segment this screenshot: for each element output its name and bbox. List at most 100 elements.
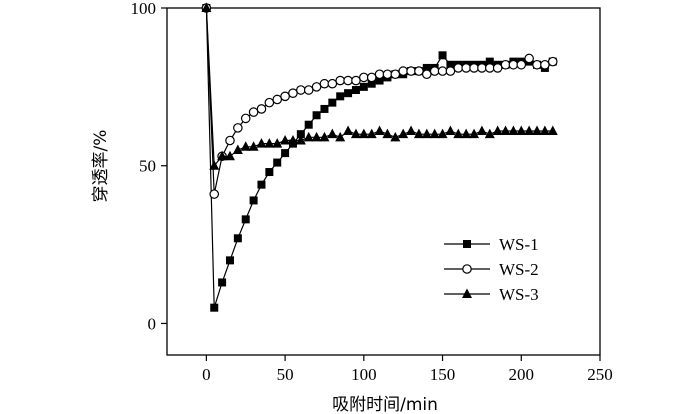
data-point bbox=[524, 125, 535, 136]
data-point bbox=[540, 59, 550, 70]
data-point bbox=[359, 82, 368, 91]
x-tick-label: 0 bbox=[202, 365, 211, 384]
series-ws-2 bbox=[201, 3, 558, 199]
data-point bbox=[500, 59, 511, 70]
data-point bbox=[351, 75, 361, 86]
legend: WS-1 WS-2 WS-3 bbox=[444, 235, 539, 304]
data-point bbox=[445, 125, 456, 136]
data-point bbox=[476, 125, 487, 136]
data-point bbox=[374, 125, 385, 136]
data-point bbox=[280, 134, 291, 145]
data-point bbox=[336, 92, 345, 101]
data-point bbox=[264, 97, 275, 108]
data-point bbox=[296, 130, 305, 139]
data-point bbox=[288, 88, 298, 98]
data-point bbox=[461, 63, 471, 73]
data-point bbox=[240, 141, 251, 151]
data-point bbox=[328, 98, 337, 107]
data-point bbox=[319, 131, 330, 142]
data-point bbox=[256, 138, 267, 148]
data-point bbox=[351, 86, 360, 95]
data-point bbox=[421, 69, 432, 80]
series-line bbox=[205, 7, 553, 168]
x-tick-label: 50 bbox=[277, 365, 294, 384]
data-point bbox=[516, 125, 527, 136]
data-point bbox=[335, 131, 346, 142]
legend-item-ws-2: WS-2 bbox=[444, 260, 539, 279]
data-point bbox=[319, 78, 330, 89]
data-point bbox=[248, 107, 259, 117]
plot-border bbox=[166, 7, 601, 356]
data-point bbox=[303, 131, 314, 142]
data-point bbox=[429, 66, 440, 76]
y-tick-label: 0 bbox=[148, 314, 157, 333]
data-point bbox=[429, 128, 440, 139]
data-point bbox=[311, 131, 322, 142]
data-point bbox=[272, 94, 283, 105]
legend-item-ws-1: WS-1 bbox=[444, 235, 539, 254]
data-point bbox=[344, 89, 353, 98]
data-point bbox=[358, 128, 369, 139]
data-point bbox=[453, 128, 464, 139]
data-point bbox=[295, 134, 306, 145]
data-point bbox=[210, 303, 219, 312]
data-point bbox=[343, 125, 354, 136]
data-point bbox=[539, 125, 550, 136]
legend-label: WS-3 bbox=[499, 285, 539, 304]
data-point bbox=[453, 63, 464, 73]
data-point bbox=[209, 160, 220, 170]
data-point bbox=[233, 123, 243, 133]
x-tick-label: 250 bbox=[587, 365, 613, 384]
data-point bbox=[500, 125, 511, 136]
data-point bbox=[287, 134, 298, 145]
data-point bbox=[248, 141, 259, 151]
data-point bbox=[547, 56, 558, 67]
series-ws-3 bbox=[201, 2, 558, 170]
data-point bbox=[366, 128, 377, 139]
data-point bbox=[273, 158, 282, 167]
data-point bbox=[406, 66, 416, 76]
data-point bbox=[249, 196, 258, 205]
plot-frame bbox=[166, 7, 601, 356]
data-point bbox=[485, 57, 494, 66]
x-tick-label: 150 bbox=[430, 365, 456, 384]
data-point bbox=[508, 59, 519, 70]
data-point bbox=[257, 180, 266, 189]
data-point bbox=[382, 69, 393, 80]
legend-label: WS-1 bbox=[499, 235, 539, 254]
data-point bbox=[311, 82, 322, 92]
x-tick-label: 100 bbox=[351, 365, 377, 384]
data-point bbox=[438, 51, 447, 60]
data-point bbox=[492, 125, 503, 136]
data-point bbox=[422, 63, 431, 72]
data-point bbox=[367, 79, 376, 88]
data-point bbox=[413, 128, 424, 139]
data-point bbox=[327, 78, 338, 89]
data-point bbox=[225, 135, 235, 146]
legend-item-ws-3: WS-3 bbox=[444, 285, 539, 304]
data-point bbox=[217, 150, 228, 161]
data-point bbox=[406, 125, 417, 136]
data-point bbox=[508, 125, 519, 136]
y-tick-label: 50 bbox=[139, 157, 156, 176]
data-point bbox=[225, 256, 234, 265]
data-point bbox=[484, 63, 495, 73]
x-tick-label: 200 bbox=[509, 365, 535, 384]
data-point bbox=[461, 128, 472, 139]
data-point bbox=[374, 69, 385, 80]
data-point bbox=[477, 63, 487, 73]
data-point bbox=[469, 63, 479, 73]
data-point bbox=[272, 138, 283, 148]
data-point bbox=[256, 104, 267, 114]
data-point bbox=[265, 168, 274, 177]
data-point bbox=[241, 215, 250, 224]
data-point bbox=[320, 104, 329, 113]
data-point bbox=[437, 66, 448, 76]
data-point bbox=[390, 69, 401, 80]
data-point bbox=[532, 59, 542, 70]
legend-marker bbox=[462, 264, 472, 274]
legend-label: WS-2 bbox=[499, 260, 539, 279]
data-point bbox=[469, 128, 480, 139]
data-point bbox=[296, 85, 306, 95]
